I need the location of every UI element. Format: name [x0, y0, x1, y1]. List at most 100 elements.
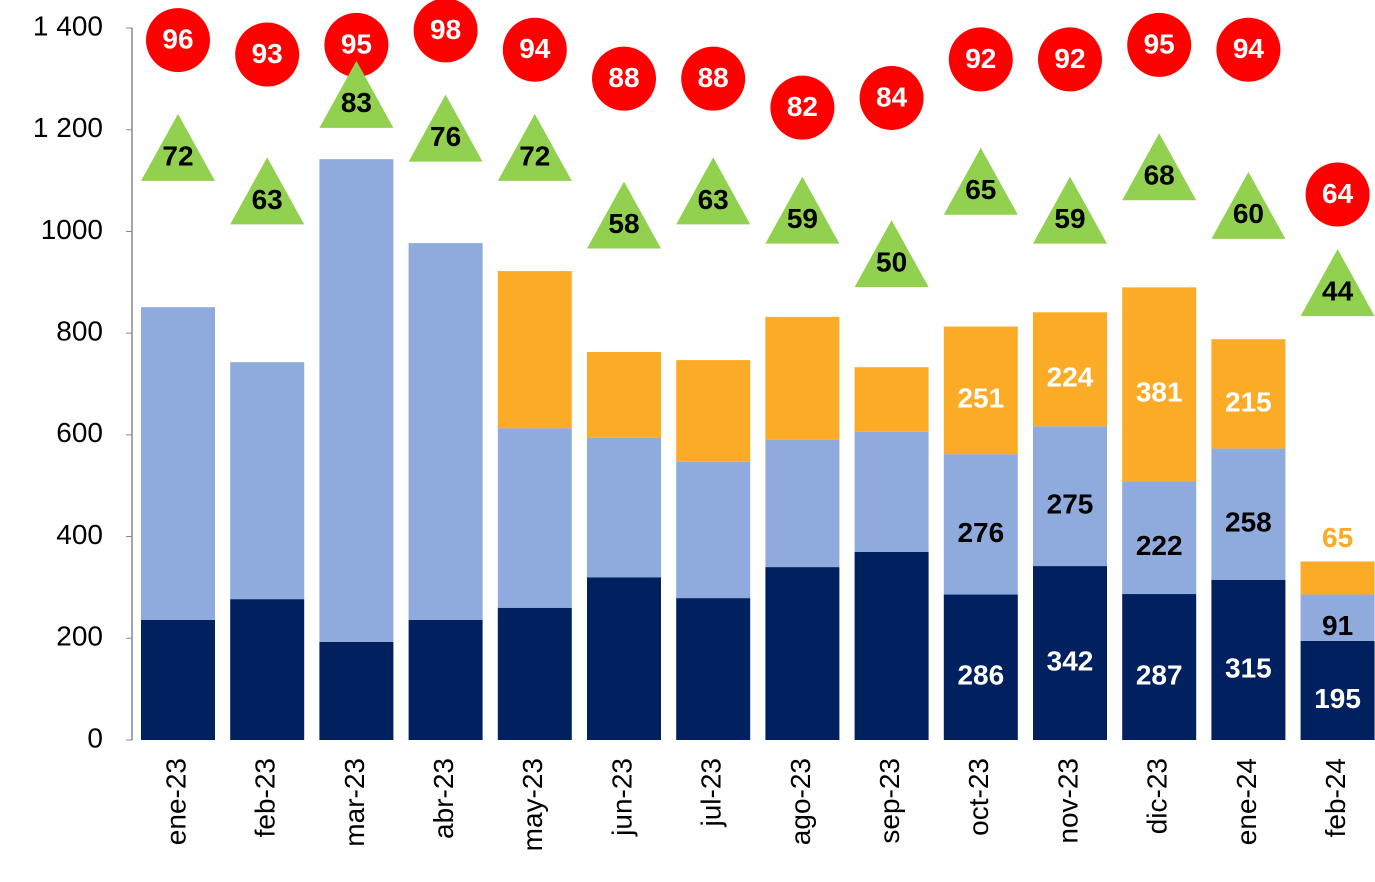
bar-segment: [943, 326, 1018, 455]
y-tick-label: 1 400: [33, 10, 103, 41]
marker-label: 95: [341, 28, 372, 59]
marker-label: 59: [1054, 203, 1085, 234]
bar-segment: [141, 307, 215, 620]
marker-label: 68: [1144, 160, 1175, 191]
x-tick-label: mar-23: [339, 758, 370, 847]
bar-segment: [854, 431, 929, 552]
marker-circle: [859, 65, 924, 130]
bar-segment: [765, 439, 840, 568]
marker-triangle: [319, 60, 394, 128]
y-tick-label: 1 200: [33, 112, 103, 143]
marker-circle: [324, 12, 389, 77]
marker-circle: [592, 46, 656, 111]
y-tick-label: 600: [56, 417, 103, 448]
marker-circle: [1305, 162, 1370, 227]
marker-label: 65: [965, 174, 996, 205]
marker-triangle: [943, 147, 1018, 215]
x-tick-label: ene-24: [1231, 758, 1262, 845]
marker-label: 94: [1233, 33, 1265, 64]
bar-segment: [676, 461, 751, 599]
marker-label: 58: [608, 208, 639, 239]
bar-segment: [587, 437, 661, 578]
marker-triangle: [1122, 133, 1197, 201]
x-tick-label: nov-23: [1052, 758, 1083, 844]
bar-segment: [854, 367, 929, 432]
marker-label: 83: [341, 87, 372, 118]
bar-segment: [854, 551, 929, 740]
marker-triangle: [854, 220, 929, 288]
bar-segment: [230, 599, 305, 740]
marker-triangle: [765, 176, 840, 244]
bar-segment: [1122, 481, 1197, 595]
y-tick-label: 200: [56, 621, 103, 652]
marker-circle: [681, 46, 746, 111]
bar-segment: [676, 598, 751, 740]
marker-triangle: [1033, 176, 1107, 244]
x-tick-label: oct-23: [963, 758, 994, 836]
x-tick-label: jul-23: [696, 758, 727, 827]
marker-label: 63: [698, 184, 729, 215]
marker-label: 59: [787, 203, 818, 234]
marker-triangle: [230, 157, 305, 225]
data-label: 275: [1047, 489, 1094, 520]
bar-segment: [587, 577, 661, 740]
marker-triangle: [1300, 249, 1375, 317]
y-tick-label: 1000: [41, 214, 103, 245]
marker-label: 84: [876, 81, 908, 112]
marker-label: 95: [1144, 28, 1175, 59]
data-label: 276: [957, 517, 1004, 548]
marker-label: 94: [519, 33, 551, 64]
x-tick-label: dic-23: [1142, 758, 1173, 834]
marker-circle: [413, 0, 478, 63]
x-tick-label: feb-23: [250, 758, 281, 837]
marker-triangle: [587, 181, 661, 249]
marker-circle: [1038, 27, 1102, 92]
data-label: 215: [1225, 386, 1272, 417]
bar-segment: [1033, 566, 1107, 740]
y-tick-label: 800: [56, 316, 103, 347]
marker-circle: [235, 22, 300, 87]
data-label: 65: [1322, 522, 1353, 553]
data-label: 287: [1136, 659, 1183, 690]
bar-segment: [676, 360, 751, 462]
bar-segment: [319, 159, 394, 642]
marker-label: 93: [252, 38, 283, 69]
marker-label: 63: [252, 184, 283, 215]
bar-segment: [1122, 594, 1197, 740]
x-tick-label: jun-23: [606, 758, 637, 837]
marker-label: 96: [162, 23, 193, 54]
marker-circle: [948, 27, 1013, 92]
bar-segment: [141, 619, 215, 740]
data-label: 315: [1225, 652, 1272, 683]
marker-label: 50: [876, 247, 907, 278]
marker-label: 72: [519, 140, 550, 171]
bar-segment: [319, 641, 394, 740]
bar-segment: [943, 454, 1018, 595]
bar-segment: [230, 362, 305, 600]
bar-segment: [1211, 448, 1286, 580]
x-tick-label: ene-23: [160, 758, 191, 845]
marker-triangle: [497, 113, 572, 181]
marker-triangle: [141, 113, 215, 181]
x-tick-label: abr-23: [428, 758, 459, 839]
bar-segment: [943, 594, 1018, 740]
bar-segment: [765, 316, 840, 440]
bar-segment: [1033, 426, 1107, 567]
bar-segment: [1300, 561, 1375, 595]
bar-segment: [1033, 312, 1107, 427]
data-label: 342: [1047, 645, 1094, 676]
data-label: 286: [957, 660, 1004, 691]
data-label: 222: [1136, 530, 1183, 561]
marker-triangle: [408, 94, 483, 162]
marker-label: 92: [1054, 43, 1085, 74]
bar-segment: [1211, 579, 1286, 740]
marker-circle: [1127, 12, 1192, 77]
data-label: 258: [1225, 507, 1272, 538]
bar-segment: [1300, 640, 1375, 740]
marker-label: 72: [162, 140, 193, 171]
marker-label: 44: [1322, 275, 1354, 306]
data-label: 251: [957, 383, 1004, 414]
marker-label: 98: [430, 14, 461, 45]
y-tick-label: 400: [56, 519, 103, 550]
marker-triangle: [1211, 171, 1286, 239]
